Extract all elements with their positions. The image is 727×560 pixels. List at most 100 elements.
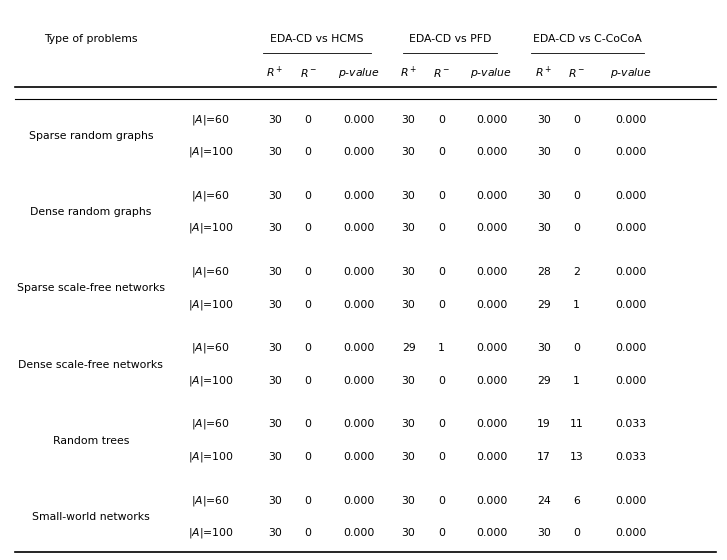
Text: $R^+$: $R^+$ — [535, 65, 553, 81]
Text: 0: 0 — [438, 115, 445, 125]
Text: $|A|$=60: $|A|$=60 — [191, 265, 230, 279]
Text: 0: 0 — [438, 191, 445, 201]
Text: 0.000: 0.000 — [343, 115, 375, 125]
Text: 30: 30 — [268, 115, 282, 125]
Text: 17: 17 — [537, 452, 550, 462]
Text: Dense scale-free networks: Dense scale-free networks — [18, 360, 164, 370]
Text: 0.000: 0.000 — [615, 496, 647, 506]
Text: 30: 30 — [401, 496, 416, 506]
Text: 0.000: 0.000 — [615, 528, 647, 538]
Text: 0: 0 — [438, 300, 445, 310]
Text: $|A|$=60: $|A|$=60 — [191, 342, 230, 356]
Text: 0.000: 0.000 — [475, 223, 507, 234]
Text: 30: 30 — [401, 452, 416, 462]
Text: $R^-$: $R^-$ — [300, 67, 317, 79]
Text: 0.000: 0.000 — [475, 452, 507, 462]
Text: 0.000: 0.000 — [343, 147, 375, 157]
Text: 30: 30 — [268, 528, 282, 538]
Text: 0.000: 0.000 — [343, 419, 375, 430]
Text: 30: 30 — [268, 343, 282, 353]
Text: 0: 0 — [438, 452, 445, 462]
Text: 30: 30 — [537, 223, 551, 234]
Text: 1: 1 — [573, 376, 580, 386]
Text: 0: 0 — [305, 452, 312, 462]
Text: 0: 0 — [438, 147, 445, 157]
Text: 0: 0 — [573, 115, 580, 125]
Text: 0.000: 0.000 — [475, 419, 507, 430]
Text: 30: 30 — [401, 115, 416, 125]
Text: 0.000: 0.000 — [615, 267, 647, 277]
Text: 30: 30 — [401, 267, 416, 277]
Text: 0.000: 0.000 — [475, 300, 507, 310]
Text: 0.033: 0.033 — [616, 419, 646, 430]
Text: 0: 0 — [305, 376, 312, 386]
Text: 30: 30 — [268, 300, 282, 310]
Text: $|A|$=100: $|A|$=100 — [188, 374, 234, 388]
Text: 0: 0 — [438, 496, 445, 506]
Text: 0.000: 0.000 — [475, 528, 507, 538]
Text: Random trees: Random trees — [52, 436, 129, 446]
Text: 28: 28 — [537, 267, 550, 277]
Text: $|A|$=100: $|A|$=100 — [188, 146, 234, 160]
Text: 0.000: 0.000 — [343, 223, 375, 234]
Text: EDA-CD vs HCMS: EDA-CD vs HCMS — [270, 34, 364, 44]
Text: 0: 0 — [305, 343, 312, 353]
Text: 0: 0 — [573, 223, 580, 234]
Text: 0.000: 0.000 — [475, 496, 507, 506]
Text: 0.000: 0.000 — [615, 343, 647, 353]
Text: EDA-CD vs PFD: EDA-CD vs PFD — [409, 34, 491, 44]
Text: $|A|$=100: $|A|$=100 — [188, 298, 234, 312]
Text: 0: 0 — [573, 191, 580, 201]
Text: 0: 0 — [305, 496, 312, 506]
Text: 6: 6 — [573, 496, 580, 506]
Text: 0.000: 0.000 — [615, 223, 647, 234]
Text: $|A|$=60: $|A|$=60 — [191, 418, 230, 432]
Text: 2: 2 — [573, 267, 580, 277]
Text: 0: 0 — [305, 419, 312, 430]
Text: 0.000: 0.000 — [475, 147, 507, 157]
Text: 30: 30 — [537, 191, 551, 201]
Text: 0.033: 0.033 — [616, 452, 646, 462]
Text: 0.000: 0.000 — [615, 376, 647, 386]
Text: 30: 30 — [401, 528, 416, 538]
Text: Type of problems: Type of problems — [44, 34, 137, 44]
Text: $|A|$=100: $|A|$=100 — [188, 222, 234, 236]
Text: $p$-value: $p$-value — [338, 66, 380, 80]
Text: $|A|$=60: $|A|$=60 — [191, 494, 230, 508]
Text: 30: 30 — [401, 419, 416, 430]
Text: 0: 0 — [305, 191, 312, 201]
Text: 0.000: 0.000 — [343, 376, 375, 386]
Text: EDA-CD vs C-CoCoA: EDA-CD vs C-CoCoA — [533, 34, 642, 44]
Text: 30: 30 — [268, 376, 282, 386]
Text: 29: 29 — [537, 300, 550, 310]
Text: $p$-value: $p$-value — [610, 66, 652, 80]
Text: 30: 30 — [268, 452, 282, 462]
Text: 30: 30 — [268, 223, 282, 234]
Text: 30: 30 — [537, 528, 551, 538]
Text: 30: 30 — [268, 496, 282, 506]
Text: 0.000: 0.000 — [343, 452, 375, 462]
Text: 11: 11 — [570, 419, 583, 430]
Text: 0: 0 — [305, 223, 312, 234]
Text: $R^-$: $R^-$ — [433, 67, 450, 79]
Text: $R^-$: $R^-$ — [568, 67, 585, 79]
Text: 13: 13 — [570, 452, 583, 462]
Text: 0: 0 — [305, 300, 312, 310]
Text: 0: 0 — [573, 343, 580, 353]
Text: 0.000: 0.000 — [475, 376, 507, 386]
Text: 0: 0 — [305, 147, 312, 157]
Text: 0.000: 0.000 — [343, 343, 375, 353]
Text: 0: 0 — [438, 267, 445, 277]
Text: 0: 0 — [305, 528, 312, 538]
Text: $R^+$: $R^+$ — [400, 65, 417, 81]
Text: Dense random graphs: Dense random graphs — [31, 207, 151, 217]
Text: 0.000: 0.000 — [475, 191, 507, 201]
Text: 0.000: 0.000 — [475, 115, 507, 125]
Text: 0.000: 0.000 — [343, 191, 375, 201]
Text: 0: 0 — [305, 267, 312, 277]
Text: 0.000: 0.000 — [615, 300, 647, 310]
Text: 30: 30 — [268, 419, 282, 430]
Text: $R^+$: $R^+$ — [266, 65, 284, 81]
Text: 0.000: 0.000 — [615, 115, 647, 125]
Text: 0.000: 0.000 — [475, 267, 507, 277]
